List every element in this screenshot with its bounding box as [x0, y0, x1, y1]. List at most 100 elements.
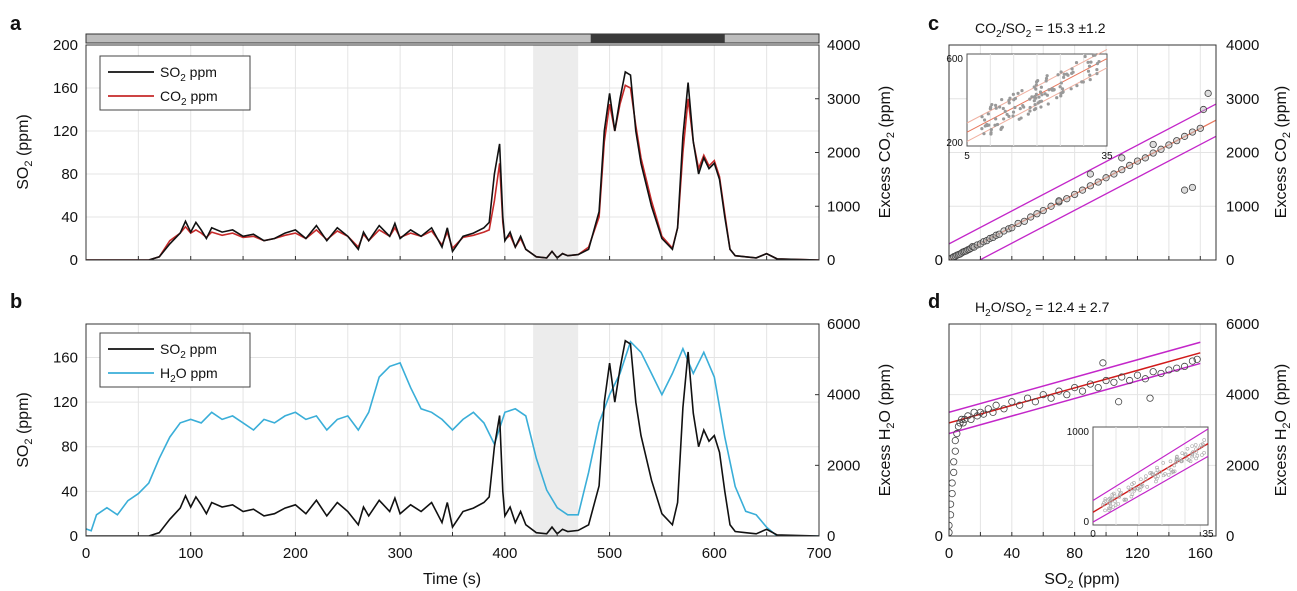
inset-c: 5 35 200 600: [946, 48, 1113, 162]
scatter-point: [1188, 357, 1197, 365]
x-tick-label: 300: [388, 545, 413, 562]
scatter-point: [1173, 137, 1181, 145]
inset-point: [1034, 87, 1038, 91]
inset-point: [1016, 91, 1020, 95]
inset-point: [998, 105, 1002, 109]
inset-point: [1101, 501, 1106, 505]
scatter-point: [1055, 197, 1063, 205]
y2-tick-label: 1000: [1226, 198, 1259, 215]
inset-point: [980, 127, 984, 131]
panel-c: 0 1000 2000 3000 4000 0 CO2/SO2 = 15.3 ±1.2 5…: [935, 20, 1293, 269]
x-tick-label: 600: [702, 545, 727, 562]
plot-frame-c: [948, 44, 1217, 261]
scatter-point: [1086, 380, 1094, 388]
legend-label-so2-b: SO2 ppm: [160, 341, 217, 361]
so2-line-a: [86, 70, 819, 260]
y2-tick-label: 2000: [827, 145, 860, 162]
inset-point: [990, 102, 994, 107]
x-tick-label: 80: [1066, 545, 1083, 562]
inset-frame-d: [1092, 426, 1209, 526]
y2-tick-label: 3000: [827, 91, 860, 108]
scatter-point: [1180, 132, 1189, 140]
inset-point: [1034, 83, 1038, 87]
x-tick-label: 200: [283, 545, 308, 562]
inset-point: [988, 107, 992, 111]
scatter-point: [950, 458, 958, 466]
scatter-point: [1196, 124, 1204, 132]
inset-point: [1130, 486, 1134, 491]
inset-point: [1144, 474, 1148, 479]
legend-b: [99, 332, 251, 388]
shaded-interval-a: [533, 45, 579, 260]
scatter-point: [1188, 183, 1197, 192]
inset-point: [1113, 503, 1118, 507]
x-tick-label: 0: [945, 545, 953, 562]
inset-point: [1037, 95, 1041, 99]
ticks-c: 0 1000 2000 3000 4000 0: [935, 37, 1260, 269]
inset-point: [1095, 72, 1099, 76]
scatter-point: [953, 429, 961, 438]
inset-y-tick-label: 600: [946, 54, 963, 65]
scatter-point: [1102, 376, 1110, 385]
inset-point: [980, 115, 984, 119]
inset-x-tick-label: 0: [1090, 529, 1096, 540]
scatter-point: [1078, 387, 1087, 395]
inset-point: [1169, 470, 1174, 475]
scatter-point: [1141, 154, 1149, 162]
y2-tick-label: 1000: [827, 198, 860, 215]
inset-y-tick-label: 1000: [1067, 427, 1090, 438]
inset-point: [1111, 491, 1116, 496]
shaded-interval-b: [533, 324, 579, 536]
inset-point: [1139, 484, 1144, 489]
inset-point: [1044, 76, 1049, 81]
inset-point: [1155, 465, 1159, 470]
inset-point: [1074, 60, 1079, 65]
inset-point: [982, 132, 986, 136]
scatter-point: [1180, 186, 1189, 194]
inset-d: 0 35 0 1000: [1067, 426, 1214, 540]
inset-point: [1171, 470, 1176, 474]
inset-point: [986, 112, 990, 116]
inset-point: [1018, 107, 1022, 111]
inset-point: [1118, 492, 1122, 496]
inset-point: [1044, 79, 1048, 83]
inset-point: [1021, 103, 1025, 108]
inset-point: [1012, 98, 1016, 102]
y-tick-label: 120: [53, 123, 78, 140]
scatter-point: [1094, 383, 1102, 392]
scatter-point: [1102, 174, 1110, 182]
scatter-point: [1110, 170, 1118, 178]
scatter-point: [1188, 128, 1197, 136]
inset-point: [1060, 87, 1065, 91]
inset-point: [1117, 493, 1122, 498]
inset-point: [1154, 476, 1159, 481]
inset-point: [1202, 450, 1206, 455]
y2-axis-label-a: Excess CO2 (ppm): [877, 86, 897, 218]
scatter-point: [1063, 391, 1071, 399]
inset-point: [1002, 117, 1006, 121]
inset-point: [1202, 438, 1206, 442]
scatter-point: [951, 436, 959, 445]
scatter-point: [1199, 105, 1208, 114]
scatter-point: [1126, 161, 1134, 169]
scatter-point: [1094, 178, 1102, 186]
inset-point: [1052, 88, 1056, 92]
inset-point: [1001, 106, 1005, 111]
inset-point: [993, 103, 998, 107]
scatter-point: [949, 521, 953, 529]
inset-x-tick-label: 35: [1101, 151, 1113, 162]
scatter-point: [949, 479, 956, 487]
inset-point: [1047, 88, 1051, 92]
inset-point: [1039, 85, 1043, 89]
inset-point: [1143, 478, 1148, 482]
inset-point: [1101, 503, 1105, 507]
y2-axis-label-c: Excess CO2 (ppm): [1273, 86, 1293, 218]
inset-point: [1028, 97, 1032, 101]
legend-label-h2o: H2O ppm: [160, 365, 218, 385]
inset-point: [1046, 102, 1050, 106]
inset-point: [1059, 81, 1063, 85]
y2-tick-label: 0: [1226, 528, 1234, 545]
scatter-point: [949, 511, 955, 519]
scatter-point: [1157, 369, 1165, 378]
h2o-line: [86, 340, 819, 536]
